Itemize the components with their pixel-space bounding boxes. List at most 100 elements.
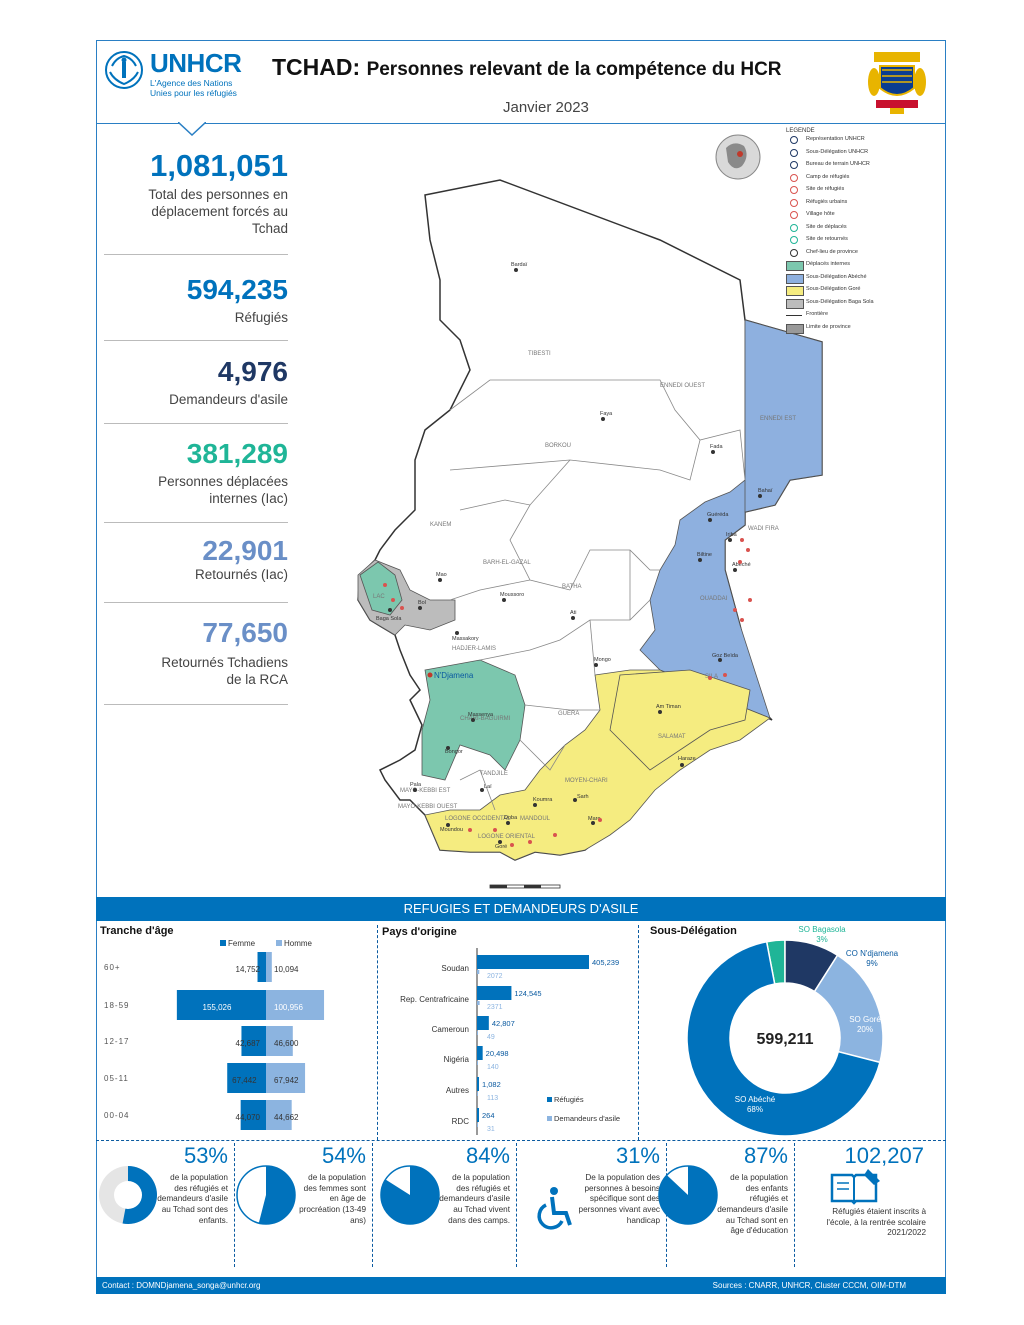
stat-total-label: Total des personnes en déplacement forcé… xyxy=(148,187,288,236)
province-label: OUADDAI xyxy=(700,596,728,602)
chad-map: TIBESTI ENNEDI OUEST BORKOU ENNEDI EST K… xyxy=(330,130,940,890)
legend-item: Déplacés internes xyxy=(786,259,936,272)
bar-homme xyxy=(266,990,325,1020)
info-box: 102,207 Réfugiés étaient inscrits à l'éco… xyxy=(804,1143,944,1267)
bar-label-demandeurs: 2371 xyxy=(487,1004,503,1011)
slice-pct-label: 9% xyxy=(866,959,878,968)
province-label: HADJER-LAMIS xyxy=(452,646,496,652)
ring-hole xyxy=(114,1181,142,1209)
info-text: de la population des réfugiés et demande… xyxy=(439,1173,510,1225)
legend-label: Sous-Délégation Goré xyxy=(806,286,861,292)
legend-swatch xyxy=(790,236,798,244)
province-labels: TIBESTI ENNEDI OUEST BORKOU ENNEDI EST K… xyxy=(373,351,796,840)
province-label: TIBESTI xyxy=(528,351,551,357)
footer: Contact : DOMNDjamena_songa@unhcr.org So… xyxy=(96,1277,946,1294)
legend-label-refugies: Réfugiés xyxy=(554,1095,584,1104)
divider xyxy=(794,1143,795,1267)
city-label: Biltine xyxy=(697,552,712,558)
bar-refugies xyxy=(477,1077,479,1091)
divider xyxy=(372,1143,373,1267)
legend-swatch xyxy=(790,211,798,219)
city-label: Mongo xyxy=(594,657,611,663)
legend-item: Représentation UNHCR xyxy=(786,134,936,147)
legend-swatch xyxy=(790,136,798,144)
divider xyxy=(104,254,288,255)
info-text: de la population des femmes sont en âge … xyxy=(299,1173,366,1225)
bar-label-refugies: 20,498 xyxy=(486,1049,509,1058)
city-labels: Bardaï Fada Faya Bahaï Guéréda Iriba Bil… xyxy=(376,262,773,850)
info-box: 31% De la population des personnes à beso… xyxy=(530,1143,668,1267)
stat-returnees-lac-label: Retournés (Iac) xyxy=(194,567,288,582)
bar-label-homme: 46,600 xyxy=(274,1039,299,1048)
stat-asylum-seekers: 4,976 Demandeurs d'asile xyxy=(100,358,288,409)
city-label: Mao xyxy=(436,572,447,578)
legend-label-demandeurs: Demandeurs d'asile xyxy=(554,1114,620,1123)
report-date: Janvier 2023 xyxy=(503,99,589,116)
city-label: Goz Beïda xyxy=(712,653,739,659)
bar-label-demandeurs: 31 xyxy=(487,1126,495,1133)
legend-label: Site de déplacés xyxy=(806,223,847,230)
title-rest: Personnes relevant de la compétence du H… xyxy=(366,59,782,80)
bar-label-homme: 44,662 xyxy=(274,1113,299,1122)
bar-demandeurs xyxy=(477,1061,478,1065)
age-chart-title: Tranche d'âge xyxy=(100,925,174,937)
city-label: Massakory xyxy=(452,636,479,642)
city-label: Goré xyxy=(495,844,507,850)
info-box: 54% de la population des femmes sont en â… xyxy=(236,1143,374,1267)
province-label: TANDJILE xyxy=(480,771,508,777)
stat-asylum-value: 4,976 xyxy=(217,356,288,387)
city-label: Maro xyxy=(588,816,601,822)
info-value: 31% xyxy=(615,1143,660,1168)
legend-label: Bureau de terrain UNHCR xyxy=(806,161,870,167)
age-category-label: 18-59 xyxy=(104,1001,129,1010)
province-label: CHARI-BAGUIRMI xyxy=(460,716,511,722)
footer-sources: Sources : CNARR, UNHCR, Cluster CCCM, OI… xyxy=(712,1281,906,1290)
divider xyxy=(96,1140,946,1141)
city-label: Am Timan xyxy=(656,704,681,710)
page-title: TCHAD: Personnes relevant de la compéten… xyxy=(272,54,782,80)
province-label: BARH-EL-GAZAL xyxy=(483,560,531,566)
province-label: ENNEDI OUEST xyxy=(660,383,705,389)
wheelchair-icon xyxy=(537,1187,572,1230)
bar-refugies xyxy=(477,955,589,969)
legend-swatch xyxy=(790,198,798,207)
capital-label: N'Djamena xyxy=(434,671,474,680)
bar-label-refugies: 124,545 xyxy=(514,989,541,998)
globe-locator-icon xyxy=(715,134,761,180)
logo-subtitle-2: Unies pour les réfugiés xyxy=(150,88,237,98)
stat-returnees-lac-value: 22,901 xyxy=(202,535,288,566)
city-label: Baga Sola xyxy=(376,616,402,622)
origin-category-label: RDC xyxy=(452,1117,470,1126)
stat-total-value: 1,081,051 xyxy=(150,148,288,183)
bar-label-femme: 14,752 xyxy=(236,965,261,974)
stat-idp: 381,289 Personnes déplacées internes (Ia… xyxy=(100,440,288,508)
province-label: MAYO-KEBBI EST xyxy=(400,788,451,794)
bar-femme xyxy=(241,1026,266,1056)
city-label: Abéché xyxy=(732,562,751,568)
city-label: Doba xyxy=(504,815,518,821)
legend-label: Site de réfugiés xyxy=(806,186,845,192)
bar-femme xyxy=(257,952,266,982)
info-pie-chart xyxy=(380,1165,440,1225)
origin-category-label: Nigéria xyxy=(444,1055,470,1064)
legend-item: Frontière xyxy=(786,309,936,322)
age-pyramid-chart: Femme Homme 60+ 14,752 10,094 18-59 155,026 100… xyxy=(104,939,325,1130)
legend-swatch xyxy=(786,315,802,316)
bar-refugies xyxy=(477,986,512,1000)
legend-label: Chef-lieu de province xyxy=(806,248,858,255)
pie-fill xyxy=(659,1166,717,1224)
city-label: Moussoro xyxy=(500,592,524,598)
bar-label-demandeurs: 2072 xyxy=(487,973,503,980)
legend-item: Site de retournés xyxy=(786,234,936,247)
province-label: GUERA xyxy=(558,711,579,717)
bar-label-refugies: 42,807 xyxy=(492,1019,515,1028)
legend-item: Sous-Délégation Baga Sola xyxy=(786,297,936,310)
legend-swatch xyxy=(786,298,804,309)
origin-category-label: Rep. Centrafricaine xyxy=(400,995,469,1004)
legend-item: Réfugiés urbains xyxy=(786,197,936,210)
city-label: Bol xyxy=(418,600,426,606)
city-label: Koumra xyxy=(533,797,553,803)
divider xyxy=(104,602,288,603)
province-label: LAC xyxy=(373,594,385,600)
bar-demandeurs xyxy=(477,1092,478,1096)
